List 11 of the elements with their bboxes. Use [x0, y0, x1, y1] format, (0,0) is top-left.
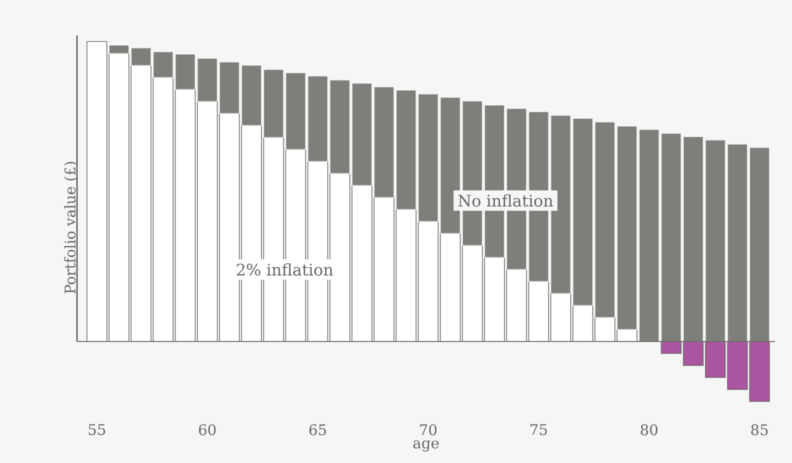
x-axis-title: age [413, 440, 439, 452]
series-label: 2% inflation [236, 263, 333, 276]
x-tick-label: 80 [640, 424, 658, 436]
y-axis-title: Portfolio value (£) [64, 162, 78, 294]
x-tick-label: 60 [198, 424, 216, 436]
series-label: No inflation [458, 194, 553, 207]
x-tick-label: 55 [88, 424, 106, 436]
x-tick-label: 75 [530, 424, 547, 436]
x-tick-label: 70 [420, 424, 437, 436]
x-tick-label: 65 [309, 424, 326, 436]
x-tick-label: 85 [751, 424, 768, 436]
